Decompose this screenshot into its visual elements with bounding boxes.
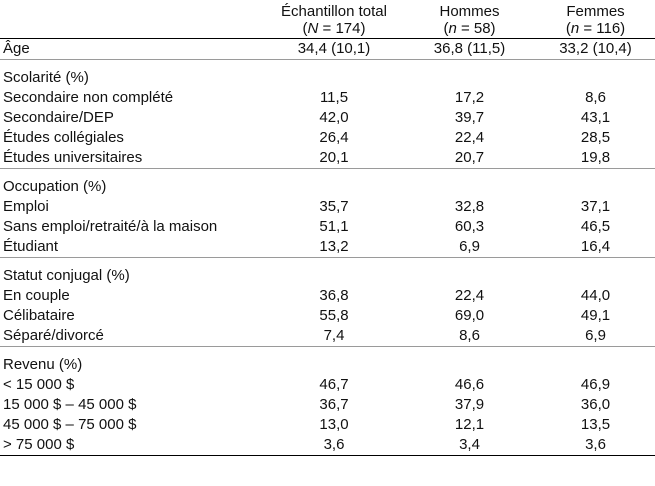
header-women-label: Femmes [566,3,625,20]
row-label: Étudiant [3,238,59,255]
cell-women: 33,2 (10,4) [559,40,632,57]
demographics-table: Échantillon total (N = 174) Hommes (n = … [0,3,655,456]
table-row: Séparé/divorcé 7,4 8,6 6,9 [0,326,655,347]
cell-women: 8,6 [585,89,606,106]
table-row-age: Âge 34,4 (10,1) 36,8 (11,5) 33,2 (10,4) [0,39,655,60]
section-title: Statut conjugal (%) [0,257,265,286]
table-row: Études universitaires 20,1 20,7 19,8 [0,148,655,169]
row-label: Études universitaires [3,149,143,166]
cell-total: 13,2 [319,238,349,255]
cell-men: 69,0 [454,307,485,324]
cell-women: 3,6 [536,435,655,456]
header-row: Échantillon total (N = 174) Hommes (n = … [0,3,655,39]
section-title-row: Scolarité (%) [0,59,655,88]
row-label: Célibataire [3,307,75,324]
cell-total: 36,7 [319,396,349,413]
table-row: > 75 000 $ 3,6 3,4 3,6 [0,435,655,456]
section-title: Scolarité (%) [0,59,265,88]
section-title-row: Statut conjugal (%) [0,257,655,286]
section-title-row: Revenu (%) [0,346,655,375]
cell-men: 22,4 [454,129,485,146]
cell-men: 46,6 [454,376,485,393]
header-men-n-symbol: n [448,20,457,37]
table-row: En couple 36,8 22,4 44,0 [0,286,655,306]
header-women: Femmes (n = 116) [536,3,655,39]
header-women-n-value: = 116) [579,20,626,37]
header-total: Échantillon total (N = 174) [265,3,403,39]
cell-total: 34,4 (10,1) [297,40,371,57]
header-empty-cell [0,3,265,39]
cell-men: 39,7 [454,109,485,126]
cell-women: 43,1 [580,109,611,126]
cell-total: 11,5 [319,89,349,106]
cell-women: 13,5 [580,416,611,433]
table-row: < 15 000 $ 46,7 46,6 46,9 [0,375,655,395]
cell-men: 6,9 [459,238,480,255]
cell-women: 16,4 [580,238,611,255]
section-title: Occupation (%) [0,168,265,197]
row-label: Âge [3,40,30,57]
header-total-label: Échantillon total [281,3,387,20]
table-row: Secondaire non complété 11,5 17,2 8,6 [0,88,655,108]
cell-total: 13,0 [319,416,349,433]
cell-total: 36,8 [319,287,349,304]
cell-men: 37,9 [454,396,485,413]
cell-total: 51,1 [319,218,349,235]
header-total-n-symbol: N [307,20,319,37]
table-row: Secondaire/DEP 42,0 39,7 43,1 [0,108,655,128]
cell-men: 3,4 [403,435,536,456]
cell-men: 36,8 (11,5) [433,40,506,57]
cell-total: 35,7 [319,198,349,215]
cell-men: 8,6 [459,327,480,344]
row-label: Secondaire non complété [3,89,174,106]
cell-total: 42,0 [319,109,349,126]
table-row: Emploi 35,7 32,8 37,1 [0,197,655,217]
cell-women: 46,9 [580,376,611,393]
table-row: 45 000 $ – 75 000 $ 13,0 12,1 13,5 [0,415,655,435]
cell-men: 12,1 [454,416,485,433]
header-men: Hommes (n = 58) [403,3,536,39]
table-row: Célibataire 55,8 69,0 49,1 [0,306,655,326]
row-label: > 75 000 $ [0,435,265,456]
cell-women: 49,1 [580,307,611,324]
cell-women: 44,0 [580,287,611,304]
table-row: Sans emploi/retraité/à la maison 51,1 60… [0,217,655,237]
cell-women: 6,9 [585,327,606,344]
row-label: Secondaire/DEP [3,109,114,126]
header-men-label: Hommes [439,3,500,20]
row-label: Emploi [3,198,49,215]
cell-total: 55,8 [319,307,349,324]
table-row: Étudiant 13,2 6,9 16,4 [0,237,655,258]
section-title-row: Occupation (%) [0,168,655,197]
cell-men: 22,4 [454,287,485,304]
cell-total: 26,4 [319,129,349,146]
cell-total: 20,1 [319,149,349,166]
header-women-n-symbol: n [570,20,580,37]
row-label: En couple [3,287,70,304]
cell-total: 3,6 [265,435,403,456]
header-men-n-value: = 58) [456,20,496,37]
cell-men: 17,2 [454,89,485,106]
header-total-n-value: = 174) [318,20,366,37]
cell-women: 36,0 [580,396,611,413]
row-label: 45 000 $ – 75 000 $ [3,416,137,433]
cell-men: 32,8 [454,198,485,215]
cell-women: 28,5 [580,129,611,146]
cell-total: 7,4 [323,327,345,344]
row-label: < 15 000 $ [3,376,75,393]
cell-total: 46,7 [319,376,349,393]
row-label: Sans emploi/retraité/à la maison [3,218,218,235]
table-row: 15 000 $ – 45 000 $ 36,7 37,9 36,0 [0,395,655,415]
cell-men: 60,3 [454,218,485,235]
row-label: Études collégiales [3,129,124,146]
cell-women: 19,8 [580,149,611,166]
row-label: 15 000 $ – 45 000 $ [3,396,137,413]
cell-men: 20,7 [454,149,485,166]
row-label: Séparé/divorcé [3,327,104,344]
section-title: Revenu (%) [0,346,265,375]
cell-women: 46,5 [580,218,611,235]
cell-women: 37,1 [580,198,611,215]
table-row: Études collégiales 26,4 22,4 28,5 [0,128,655,148]
